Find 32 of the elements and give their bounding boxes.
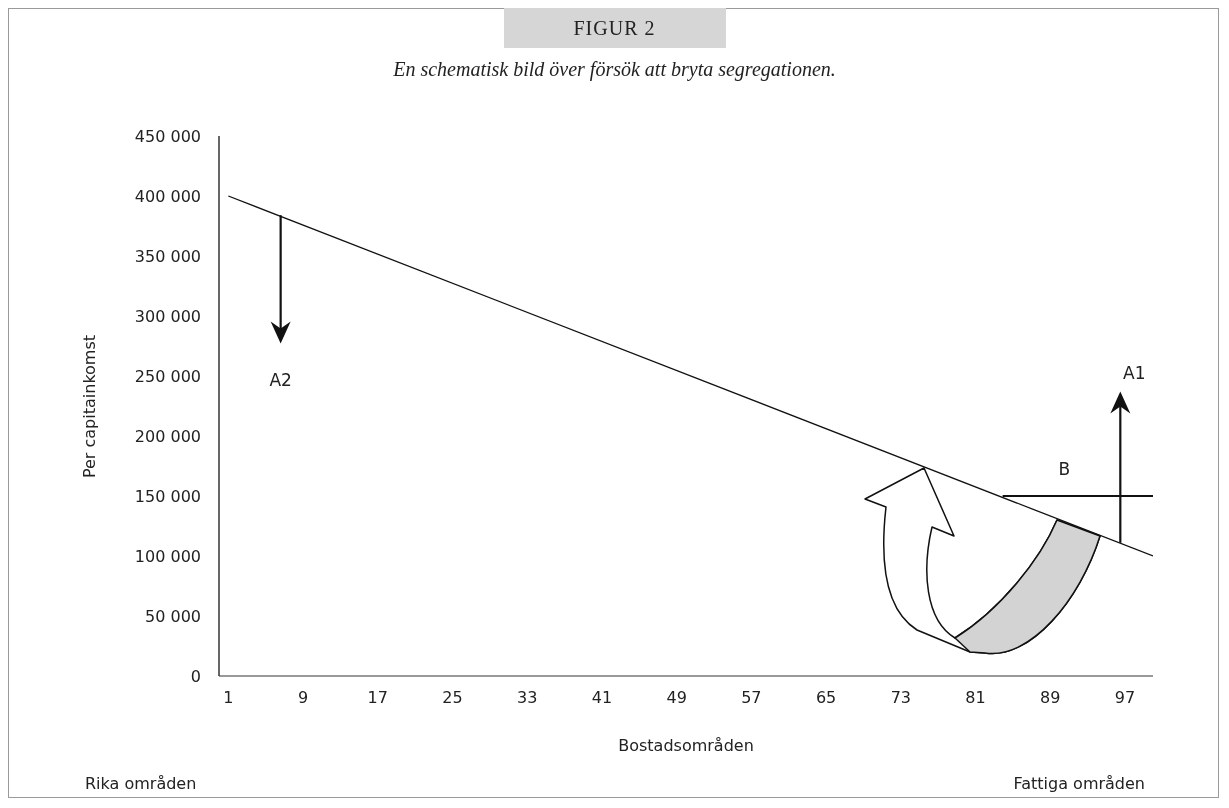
x-tick-label: 17	[367, 688, 388, 708]
y-tick-label: 250 000	[134, 366, 201, 386]
x-tick-label: 33	[517, 688, 538, 708]
chart-title: FIGUR 2	[503, 8, 726, 48]
x-tick-label: 41	[591, 688, 613, 708]
y-tick-label: 300 000	[134, 306, 201, 326]
x-tick-label: 25	[442, 688, 463, 708]
y-tick-label: 350 000	[134, 246, 201, 266]
y-tick-label: 450 000	[134, 126, 201, 146]
x-tick-label: 65	[815, 688, 837, 708]
x-tick-label: 1	[223, 688, 234, 708]
x-tick-label: 49	[666, 688, 687, 708]
y-tick-label: 150 000	[134, 486, 201, 506]
annotation: B	[1058, 458, 1071, 479]
y-tick-label: 50 000	[145, 606, 201, 626]
y-tick-label: 0	[190, 666, 201, 686]
x-tick-label: 9	[297, 688, 309, 708]
y-axis-title: Per capitainkomst	[80, 334, 100, 478]
x-tick-label: 89	[1040, 688, 1061, 708]
y-tick-label: 400 000	[134, 186, 201, 206]
text: Rika områden	[85, 774, 197, 793]
x-tick-label: 97	[1114, 688, 1136, 708]
annotation: A2	[269, 369, 292, 390]
y-tick-label: 100 000	[134, 546, 201, 566]
x-tick-label: 57	[741, 688, 762, 708]
chart-subtitle: En schematisk bild över försök att bryta segregationen.	[392, 58, 837, 81]
y-tick-label: 200 000	[134, 426, 201, 446]
text: Fattiga områden	[1013, 774, 1145, 793]
x-tick-label: 73	[890, 688, 911, 708]
x-axis-title: Bostadsområden	[617, 736, 755, 755]
annotation: A1	[1123, 362, 1146, 383]
x-tick-label: 81	[965, 688, 986, 708]
